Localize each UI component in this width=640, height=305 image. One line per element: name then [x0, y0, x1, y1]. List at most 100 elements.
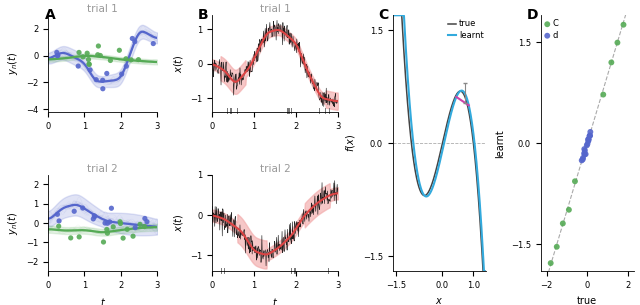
- Point: [121, 56, 131, 61]
- learnt: [426, 192, 433, 196]
- Title: trial 1: trial 1: [87, 5, 118, 14]
- true: [482, 270, 490, 273]
- learnt: [481, 270, 488, 273]
- Point: [99, 239, 109, 244]
- Y-axis label: $y_n(t)$: $y_n(t)$: [6, 52, 20, 75]
- Point: [140, 216, 150, 221]
- learnt: [389, 13, 397, 17]
- Point: [83, 57, 93, 62]
- Text: D: D: [527, 8, 538, 22]
- d: [579, 147, 589, 152]
- d: [578, 157, 588, 162]
- Text: C: C: [379, 8, 389, 22]
- Point: [102, 231, 113, 236]
- Point: [88, 217, 99, 221]
- Point: [65, 235, 76, 240]
- Point: [148, 41, 158, 46]
- learnt: [456, 89, 464, 93]
- Y-axis label: learnt: learnt: [495, 129, 505, 158]
- Point: [133, 57, 143, 62]
- Title: trial 2: trial 2: [260, 164, 291, 174]
- Y-axis label: $f(x)$: $f(x)$: [344, 135, 357, 152]
- Point: [126, 57, 136, 62]
- Point: [74, 235, 84, 239]
- Point: [115, 219, 125, 224]
- Point: [130, 225, 140, 230]
- X-axis label: true: true: [577, 296, 597, 305]
- C: [618, 22, 628, 27]
- Point: [122, 227, 132, 232]
- d: [584, 137, 594, 142]
- d: [583, 137, 593, 142]
- true: [400, 52, 408, 55]
- d: [582, 142, 593, 146]
- Point: [118, 236, 128, 241]
- Point: [102, 227, 112, 232]
- Point: [52, 212, 63, 217]
- Point: [115, 48, 125, 53]
- d: [579, 151, 589, 156]
- learnt: [456, 89, 464, 93]
- Point: [128, 234, 138, 239]
- C: [606, 60, 616, 65]
- Point: [77, 206, 88, 210]
- d: [585, 129, 595, 134]
- learnt: [419, 192, 427, 196]
- X-axis label: $x$: $x$: [435, 296, 444, 305]
- true: [479, 270, 487, 273]
- d: [579, 152, 589, 157]
- Point: [115, 221, 125, 226]
- learnt: [447, 110, 455, 114]
- d: [580, 152, 591, 156]
- Text: A: A: [45, 8, 56, 22]
- Point: [140, 224, 150, 229]
- d: [584, 133, 595, 138]
- d: [577, 158, 587, 163]
- Point: [84, 62, 94, 67]
- Title: trial 2: trial 2: [87, 164, 118, 174]
- Y-axis label: $x(t)$: $x(t)$: [172, 54, 185, 73]
- Point: [82, 51, 92, 56]
- Point: [116, 72, 127, 77]
- C: [552, 244, 562, 249]
- Point: [78, 54, 88, 59]
- X-axis label: $t$: $t$: [100, 296, 106, 305]
- true: [419, 193, 427, 197]
- Point: [54, 224, 64, 229]
- d: [584, 134, 595, 138]
- Y-axis label: $y_n(t)$: $y_n(t)$: [6, 211, 20, 235]
- Point: [93, 52, 103, 57]
- learnt: [400, 15, 408, 18]
- C: [557, 221, 568, 226]
- Point: [93, 44, 104, 48]
- Point: [104, 219, 115, 224]
- Point: [135, 222, 145, 227]
- Point: [121, 64, 131, 69]
- Point: [90, 214, 100, 219]
- C: [598, 92, 609, 97]
- Legend: C, d: C, d: [545, 20, 558, 40]
- Point: [52, 53, 63, 58]
- d: [583, 139, 593, 144]
- Point: [91, 77, 101, 82]
- Point: [54, 218, 64, 223]
- Title: trial 1: trial 1: [260, 5, 291, 14]
- Point: [130, 39, 140, 44]
- Point: [52, 53, 63, 58]
- C: [623, 0, 633, 1]
- C: [545, 261, 556, 266]
- Point: [69, 209, 79, 214]
- true: [426, 188, 433, 192]
- Point: [102, 221, 113, 226]
- Point: [52, 50, 62, 55]
- C: [570, 179, 580, 184]
- Point: [89, 214, 99, 218]
- true: [447, 106, 455, 109]
- d: [583, 137, 593, 142]
- Point: [98, 86, 108, 91]
- Point: [108, 224, 118, 229]
- d: [585, 133, 595, 138]
- Point: [84, 62, 94, 66]
- d: [582, 143, 592, 148]
- Point: [106, 206, 116, 211]
